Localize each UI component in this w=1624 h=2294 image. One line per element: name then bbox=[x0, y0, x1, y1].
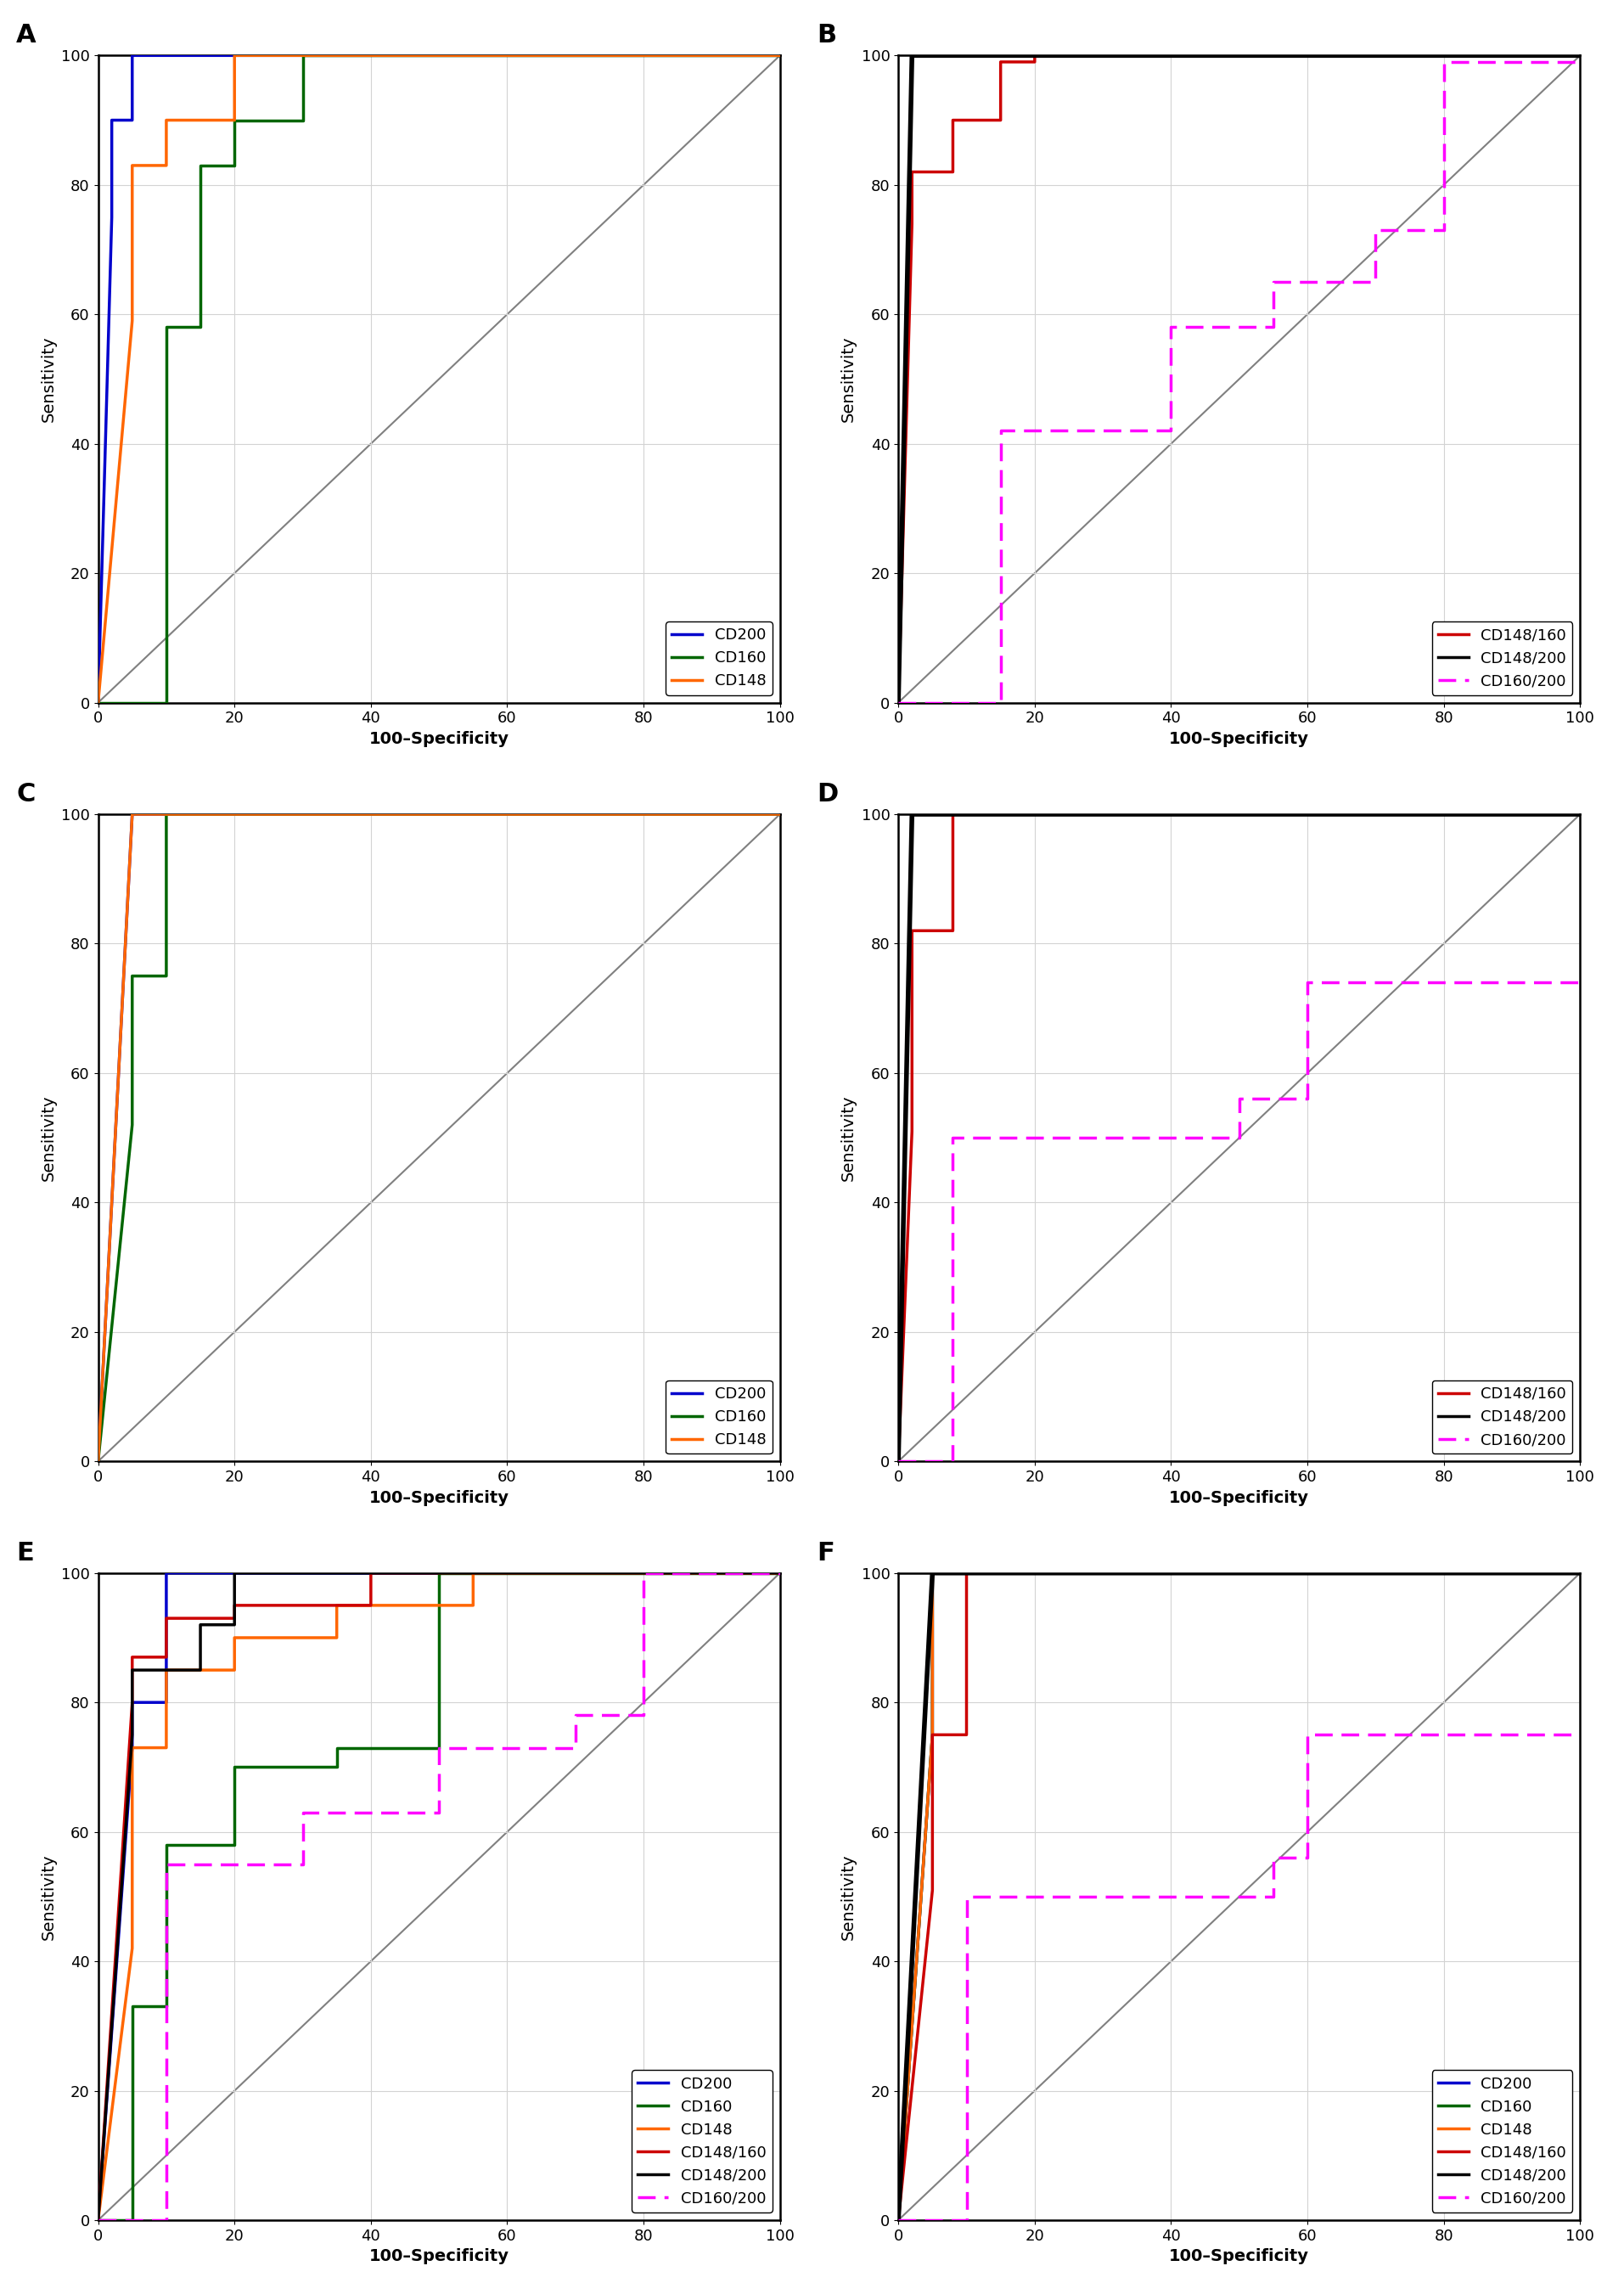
Text: F: F bbox=[817, 1542, 835, 1565]
Y-axis label: Sensitivity: Sensitivity bbox=[841, 335, 856, 422]
Y-axis label: Sensitivity: Sensitivity bbox=[41, 335, 57, 422]
Text: D: D bbox=[817, 782, 838, 807]
Legend: CD200, CD160, CD148: CD200, CD160, CD148 bbox=[666, 1381, 773, 1454]
X-axis label: 100–Specificity: 100–Specificity bbox=[369, 732, 508, 748]
X-axis label: 100–Specificity: 100–Specificity bbox=[369, 1489, 508, 1505]
X-axis label: 100–Specificity: 100–Specificity bbox=[1169, 732, 1309, 748]
Text: C: C bbox=[16, 782, 36, 807]
Legend: CD148/160, CD148/200, CD160/200: CD148/160, CD148/200, CD160/200 bbox=[1432, 1381, 1572, 1454]
X-axis label: 100–Specificity: 100–Specificity bbox=[1169, 1489, 1309, 1505]
Y-axis label: Sensitivity: Sensitivity bbox=[841, 1094, 856, 1181]
Legend: CD200, CD160, CD148, CD148/160, CD148/200, CD160/200: CD200, CD160, CD148, CD148/160, CD148/20… bbox=[632, 2069, 773, 2211]
X-axis label: 100–Specificity: 100–Specificity bbox=[1169, 2248, 1309, 2264]
Text: B: B bbox=[817, 23, 836, 48]
Y-axis label: Sensitivity: Sensitivity bbox=[41, 1854, 57, 1941]
Y-axis label: Sensitivity: Sensitivity bbox=[841, 1854, 856, 1941]
Text: E: E bbox=[16, 1542, 34, 1565]
Legend: CD200, CD160, CD148, CD148/160, CD148/200, CD160/200: CD200, CD160, CD148, CD148/160, CD148/20… bbox=[1432, 2069, 1572, 2211]
X-axis label: 100–Specificity: 100–Specificity bbox=[369, 2248, 508, 2264]
Y-axis label: Sensitivity: Sensitivity bbox=[41, 1094, 57, 1181]
Legend: CD200, CD160, CD148: CD200, CD160, CD148 bbox=[666, 622, 773, 695]
Text: A: A bbox=[16, 23, 36, 48]
Legend: CD148/160, CD148/200, CD160/200: CD148/160, CD148/200, CD160/200 bbox=[1432, 622, 1572, 695]
